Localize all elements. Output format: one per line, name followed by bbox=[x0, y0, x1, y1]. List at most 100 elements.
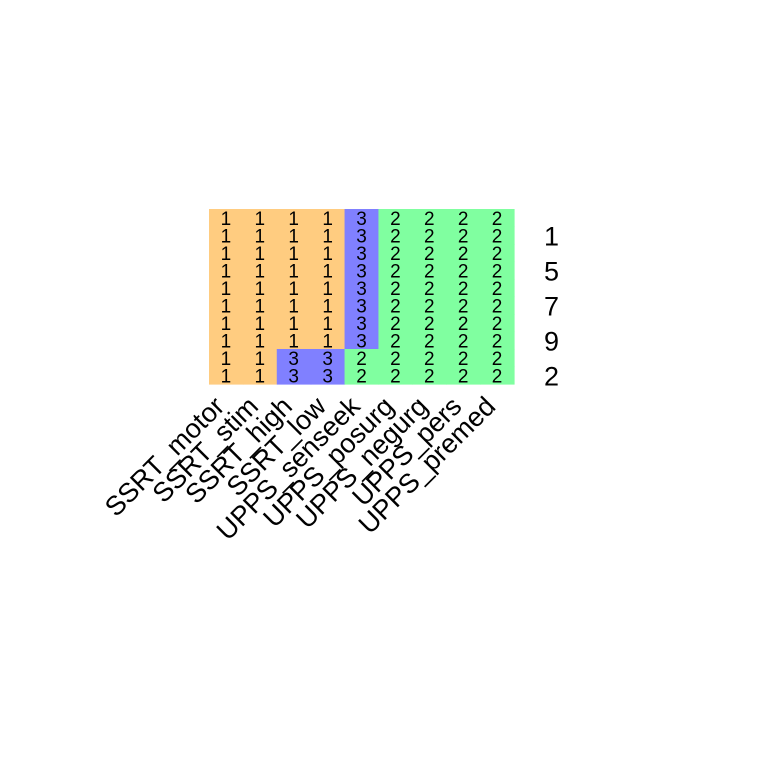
heatmap-cell bbox=[209, 296, 244, 315]
heatmap-cell bbox=[209, 279, 244, 298]
heatmap-cell bbox=[446, 349, 481, 368]
cell-value-label: 1 bbox=[221, 261, 232, 282]
heatmap-cell bbox=[378, 331, 413, 350]
cell-value-label: 1 bbox=[221, 279, 232, 300]
heatmap-cell bbox=[412, 349, 447, 368]
cell-value-label: 2 bbox=[492, 314, 503, 335]
heatmap-cell bbox=[480, 349, 515, 368]
heatmap-cell bbox=[209, 331, 244, 350]
heatmap-cell bbox=[310, 261, 346, 280]
heatmap-cell bbox=[446, 296, 481, 315]
column-labels: SSRT_motorSSRT_stimSSRT_highSSRT_lowUPPS… bbox=[99, 391, 501, 546]
heatmap-cell bbox=[276, 261, 312, 280]
cell-value-label: 1 bbox=[322, 296, 333, 317]
heatmap-cell bbox=[276, 366, 312, 385]
heatmap-cell bbox=[310, 296, 346, 315]
cell-value-label: 2 bbox=[458, 331, 469, 352]
row-label: 5 bbox=[544, 256, 559, 286]
cell-value-label: 2 bbox=[390, 331, 401, 352]
cell-value-label: 2 bbox=[492, 331, 503, 352]
row-label: 1 bbox=[544, 221, 559, 251]
heatmap-cell bbox=[344, 331, 380, 350]
cell-value-label: 2 bbox=[492, 244, 503, 265]
cell-value-label: 2 bbox=[390, 261, 401, 282]
cell-value-label: 1 bbox=[255, 279, 266, 300]
cell-value-label: 1 bbox=[288, 331, 299, 352]
heatmap-cell bbox=[276, 279, 312, 298]
cell-value-label: 2 bbox=[390, 366, 401, 387]
cell-value-label: 2 bbox=[458, 226, 469, 247]
heatmap-cell bbox=[209, 349, 244, 368]
cell-value-label: 2 bbox=[458, 314, 469, 335]
cell-value-label: 1 bbox=[221, 331, 232, 352]
heatmap-cell bbox=[446, 314, 481, 333]
cell-value-label: 1 bbox=[255, 331, 266, 352]
cell-value-label: 3 bbox=[288, 349, 299, 370]
cell-value-label: 2 bbox=[492, 209, 503, 230]
heatmap-cell bbox=[446, 226, 481, 245]
cell-value-label: 3 bbox=[356, 296, 367, 317]
heatmap-cell bbox=[480, 296, 515, 315]
cell-value-label: 1 bbox=[322, 314, 333, 335]
heatmap-cell bbox=[242, 261, 278, 280]
heatmap-cell bbox=[209, 366, 244, 385]
cell-value-label: 1 bbox=[288, 296, 299, 317]
heatmap-cell bbox=[412, 366, 447, 385]
cell-value-label: 2 bbox=[390, 226, 401, 247]
heatmap-cell bbox=[446, 261, 481, 280]
cell-value-label: 1 bbox=[255, 244, 266, 265]
cell-value-label: 2 bbox=[390, 314, 401, 335]
heatmap-cell bbox=[480, 261, 515, 280]
heatmap-cell bbox=[276, 296, 312, 315]
cell-value-label: 3 bbox=[322, 366, 333, 387]
cell-value-label: 2 bbox=[492, 349, 503, 370]
heatmap-cell bbox=[412, 279, 447, 298]
heatmap-cell bbox=[378, 314, 413, 333]
cell-value-label: 2 bbox=[424, 331, 435, 352]
cell-value-label: 1 bbox=[255, 296, 266, 317]
cell-value-label: 2 bbox=[492, 366, 503, 387]
cell-value-label: 2 bbox=[492, 226, 503, 247]
heatmap-cell bbox=[378, 296, 413, 315]
cell-value-label: 2 bbox=[356, 349, 367, 370]
cell-value-label: 1 bbox=[322, 244, 333, 265]
heatmap-cell bbox=[310, 349, 346, 368]
heatmap-cell bbox=[276, 331, 312, 350]
cell-value-label: 1 bbox=[322, 331, 333, 352]
row-labels: 1 5 7 9 2 bbox=[544, 221, 559, 391]
heatmap-cell bbox=[446, 279, 481, 298]
cell-value-label: 3 bbox=[356, 331, 367, 352]
cell-value-label: 2 bbox=[458, 209, 469, 230]
cell-value-label: 1 bbox=[255, 349, 266, 370]
heatmap-cell bbox=[344, 244, 380, 263]
heatmap-cell bbox=[446, 244, 481, 263]
cell-value-label: 2 bbox=[492, 279, 503, 300]
cell-value-label: 1 bbox=[221, 296, 232, 317]
heatmap-cell bbox=[242, 209, 278, 228]
heatmap-cell bbox=[412, 314, 447, 333]
cell-value-label: 1 bbox=[255, 366, 266, 387]
heatmap-cell bbox=[276, 314, 312, 333]
cell-value-label: 1 bbox=[322, 279, 333, 300]
heatmap-cell bbox=[242, 244, 278, 263]
heatmap-cell bbox=[242, 226, 278, 245]
cell-value-label: 1 bbox=[221, 209, 232, 230]
cell-value-label: 2 bbox=[356, 366, 367, 387]
heatmap-cell bbox=[344, 366, 380, 385]
cell-value-label: 2 bbox=[458, 279, 469, 300]
heatmap-cell bbox=[242, 331, 278, 350]
heatmap-cell bbox=[209, 261, 244, 280]
cell-value-label: 1 bbox=[221, 349, 232, 370]
cell-value-label: 2 bbox=[424, 244, 435, 265]
heatmap-cell bbox=[344, 279, 380, 298]
heatmap-cell bbox=[344, 314, 380, 333]
heatmap-cell bbox=[412, 296, 447, 315]
cell-value-label: 2 bbox=[424, 349, 435, 370]
heatmap-cell bbox=[310, 366, 346, 385]
heatmap-cell bbox=[242, 296, 278, 315]
cell-value-label: 2 bbox=[492, 296, 503, 317]
heatmap-cell bbox=[209, 226, 244, 245]
heatmap-cell bbox=[310, 331, 346, 350]
cell-value-label: 2 bbox=[458, 366, 469, 387]
